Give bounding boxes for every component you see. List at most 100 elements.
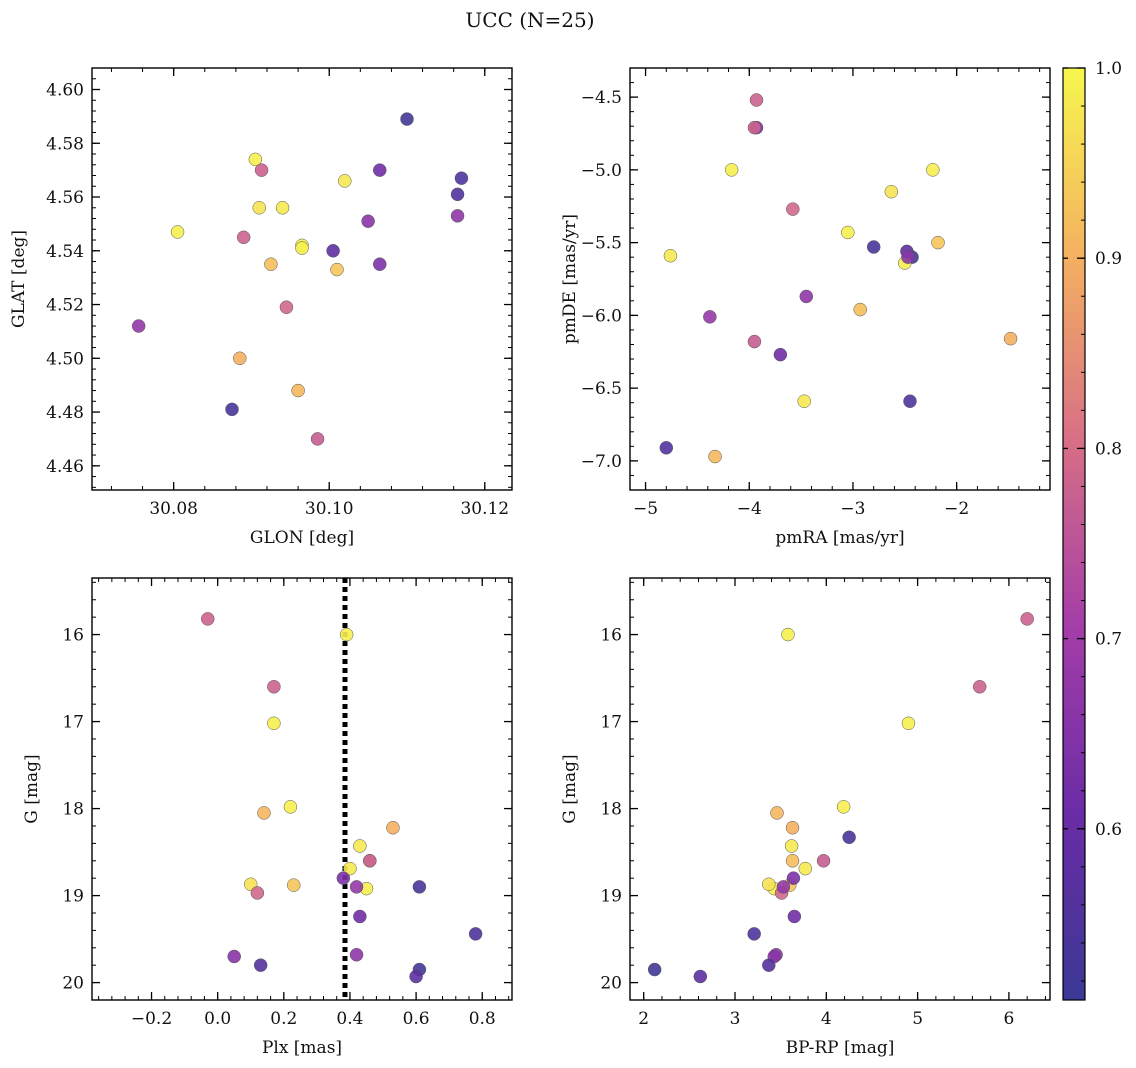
scatter-point xyxy=(903,394,917,408)
axes-frame xyxy=(629,67,1051,491)
scatter-point xyxy=(703,310,717,324)
x-tick-label: −3 xyxy=(840,499,865,519)
scatter-point xyxy=(386,820,400,835)
colorbar-tick-label: 0.8 xyxy=(1095,439,1122,459)
scatter-point xyxy=(170,225,185,239)
scatter-point xyxy=(412,880,427,894)
x-axis-label: pmRA [mas/yr] xyxy=(775,528,904,548)
y-tick-label: 4.50 xyxy=(46,349,84,369)
y-tick-label: 18 xyxy=(62,800,84,820)
y-tick-label: 4.48 xyxy=(46,403,84,423)
scatter-point xyxy=(267,680,281,694)
scatter-point xyxy=(931,235,945,250)
colorbar: 0.6 0.7 0.8 0.9 1.0 xyxy=(1062,59,1122,1001)
axes-frame xyxy=(91,577,513,1001)
x-tick-label: 0.2 xyxy=(270,1009,297,1029)
scatter-point xyxy=(926,163,940,177)
x-tick-label: 0.4 xyxy=(336,1009,363,1029)
y-tick-label: 20 xyxy=(600,974,622,994)
x-tick-label: 6 xyxy=(1003,1009,1014,1029)
scatter-point xyxy=(841,225,855,240)
y-tick-label: 18 xyxy=(600,800,622,820)
scatter-point xyxy=(797,394,811,408)
y-tick-label: 4.52 xyxy=(46,296,84,316)
y-tick-label: 4.56 xyxy=(46,188,84,208)
scatter-point xyxy=(1020,612,1034,626)
scatter-point xyxy=(884,184,899,199)
scatter-point xyxy=(773,347,788,362)
scatter-point xyxy=(353,909,367,924)
x-tick-label: 2 xyxy=(638,1009,649,1029)
scatter-point xyxy=(343,861,357,876)
scatter-point xyxy=(257,806,271,820)
scatter-point xyxy=(330,262,344,277)
x-tick-label: 5 xyxy=(912,1009,923,1029)
scatter-point xyxy=(310,432,325,446)
x-tick-label: 0.8 xyxy=(469,1009,496,1029)
colorbar-gradient xyxy=(1062,67,1086,1001)
scatter-point xyxy=(1003,331,1018,346)
x-tick-label: −0.2 xyxy=(131,1009,172,1029)
y-axis-label: G [mag] xyxy=(22,754,42,823)
scatter-point xyxy=(853,302,867,317)
scatter-point xyxy=(972,680,987,694)
y-tick-label: 4.54 xyxy=(46,242,84,262)
y-tick-label: 16 xyxy=(62,626,84,646)
panel-glon-glat: 30.08 30.10 30.12 4.46 4.48 4.50 4.52 4.54 4.56 4… xyxy=(9,67,513,548)
x-tick-label: 30.10 xyxy=(305,499,354,519)
x-tick-label: 3 xyxy=(730,1009,741,1029)
y-tick-label: −7.0 xyxy=(581,452,622,472)
axes-frame xyxy=(91,67,513,491)
scatter-point xyxy=(784,839,799,853)
scatter-point xyxy=(400,112,414,126)
x-tick-label: −5 xyxy=(633,499,658,519)
scatter-point xyxy=(647,962,662,977)
scatter-point xyxy=(338,174,352,188)
scatter-point xyxy=(279,300,294,314)
scatter-point xyxy=(816,854,831,868)
scatter-point xyxy=(363,854,377,868)
scatter-point xyxy=(267,716,281,731)
y-axis-label: GLAT [deg] xyxy=(9,230,29,328)
y-tick-label: 19 xyxy=(600,887,622,907)
scatter-point xyxy=(248,152,263,167)
scatter-point xyxy=(787,909,802,924)
scatter-point xyxy=(233,351,247,366)
scatter-point xyxy=(275,201,290,215)
scatter-point xyxy=(225,402,239,417)
scatter-point xyxy=(326,244,340,258)
scatter-point xyxy=(785,854,800,868)
scatter-point xyxy=(747,120,762,135)
y-tick-label: −4.5 xyxy=(581,88,622,108)
scatter-point xyxy=(866,240,881,254)
scatter-point xyxy=(250,886,265,900)
scatter-point xyxy=(450,187,465,202)
scatter-point xyxy=(291,383,305,398)
y-tick-label: −5.0 xyxy=(581,161,622,181)
scatter-point xyxy=(762,958,776,972)
scatter-point xyxy=(901,250,915,264)
colorbar-tick-label: 0.6 xyxy=(1095,820,1122,840)
y-tick-label: 19 xyxy=(62,887,84,907)
scatter-point xyxy=(454,171,469,185)
scatter-point xyxy=(339,627,354,642)
scatter-point xyxy=(131,319,146,333)
scatter-point xyxy=(693,969,708,984)
y-tick-label: 4.60 xyxy=(46,81,84,101)
x-tick-label: 0.0 xyxy=(204,1009,231,1029)
scatter-point xyxy=(798,861,813,876)
y-tick-label: 4.46 xyxy=(46,457,84,477)
y-axis-label: pmDE [mas/yr] xyxy=(560,214,580,344)
panel-pmra-pmde: −5 −4 −3 −2 −7.0 −6.5 −6.0 −5.5 −5.0 −4.5 pmRA [ma… xyxy=(560,67,1051,548)
scatter-point xyxy=(776,880,791,894)
scatter-point xyxy=(708,449,722,464)
scatter-point xyxy=(349,880,364,894)
panel-plx-g: −0.2 0.0 0.2 0.4 0.6 0.8 16 17 18 19 20 Plx [mas] G … xyxy=(22,577,513,1058)
scatter-point xyxy=(373,163,387,177)
colorbar-tick-label: 1.0 xyxy=(1095,59,1122,79)
scatter-point xyxy=(200,612,215,626)
figure-title: UCC (N=25) xyxy=(465,8,594,32)
x-tick-label: 0.6 xyxy=(403,1009,430,1029)
scatter-point xyxy=(283,800,298,814)
x-axis-label: Plx [mas] xyxy=(262,1038,342,1058)
